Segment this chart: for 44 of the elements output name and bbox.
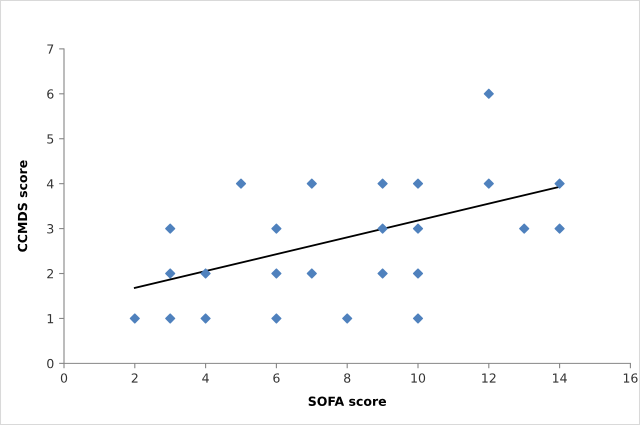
y-tick-label: 2 bbox=[47, 268, 54, 278]
point bbox=[306, 268, 317, 279]
y-tick-label: 0 bbox=[47, 358, 54, 368]
point bbox=[484, 178, 494, 189]
x-tick-label: 6 bbox=[273, 373, 280, 383]
point bbox=[271, 313, 282, 324]
point bbox=[306, 178, 317, 189]
y-tick-label: 5 bbox=[47, 134, 54, 144]
x-axis-title: SOFA score bbox=[308, 396, 386, 406]
x-tick-label: 2 bbox=[132, 373, 138, 383]
point bbox=[165, 224, 176, 234]
y-tick-label: 1 bbox=[48, 314, 54, 324]
point bbox=[165, 268, 176, 279]
point bbox=[200, 313, 211, 324]
y-tick-label: 3 bbox=[47, 224, 54, 234]
point bbox=[378, 178, 388, 189]
point bbox=[554, 178, 565, 189]
point bbox=[200, 268, 211, 279]
y-axis-title: CCMDS score bbox=[18, 160, 28, 252]
point bbox=[412, 313, 424, 324]
x-tick-label: 16 bbox=[624, 373, 638, 383]
point bbox=[271, 268, 282, 279]
point bbox=[484, 88, 494, 99]
x-tick-label: 14 bbox=[553, 373, 567, 383]
point bbox=[236, 178, 246, 189]
point bbox=[554, 224, 565, 234]
x-tick-label: 0 bbox=[60, 373, 68, 383]
x-tick-label: 12 bbox=[482, 373, 496, 383]
point bbox=[378, 268, 388, 279]
point bbox=[412, 268, 424, 279]
y-tick-label: 6 bbox=[47, 89, 54, 99]
point bbox=[412, 224, 424, 234]
x-tick-label: 4 bbox=[202, 373, 209, 383]
point bbox=[271, 224, 282, 234]
point bbox=[519, 224, 530, 234]
x-tick-label: 10 bbox=[411, 373, 426, 383]
x-tick-label: 8 bbox=[344, 373, 350, 383]
point bbox=[130, 313, 140, 324]
point bbox=[165, 313, 176, 324]
y-tick-label: 4 bbox=[46, 179, 54, 188]
y-tick-label: 7 bbox=[47, 44, 54, 54]
point bbox=[412, 178, 424, 189]
point bbox=[378, 224, 388, 234]
point bbox=[342, 313, 352, 324]
